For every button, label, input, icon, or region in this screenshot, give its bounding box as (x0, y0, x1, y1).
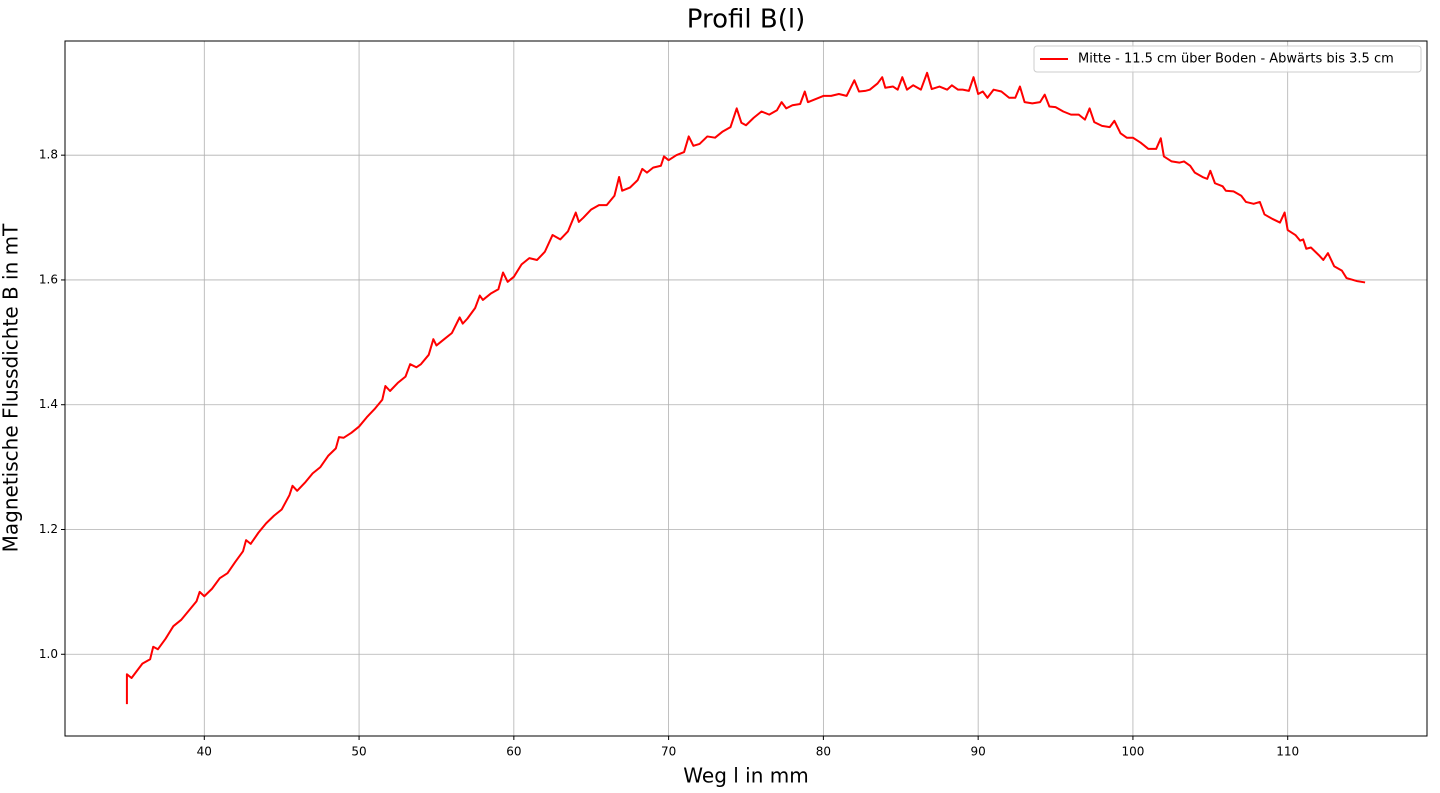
y-tick-label: 1.2 (39, 522, 58, 536)
grid: 40 50 60 70 80 90 100 110 1.0 1.2 1.4 1.6 1.8 (39, 41, 1427, 759)
legend-label: Mitte - 11.5 cm über Boden - Abwärts bis… (1078, 52, 1394, 67)
x-tick-label: 100 (1121, 745, 1144, 759)
x-tick-label: 90 (971, 745, 986, 759)
chart-title: Profil B(l) (687, 5, 805, 35)
axes-frame (64, 40, 1428, 737)
y-tick-label: 1.8 (39, 148, 58, 162)
y-axis-label: Magnetische Flussdichte B in mT (0, 223, 23, 552)
x-tick-label: 40 (197, 745, 212, 759)
y-tick-label: 1.6 (39, 272, 58, 286)
x-axis-label: Weg l in mm (683, 764, 808, 788)
legend: Mitte - 11.5 cm über Boden - Abwärts bis… (1033, 45, 1422, 73)
x-tick-label: 60 (506, 745, 521, 759)
plot-area (125, 71, 1366, 705)
data-line (125, 71, 1366, 705)
x-tick-label: 50 (351, 745, 366, 759)
x-tick-label: 110 (1276, 745, 1299, 759)
y-tick-label: 1.0 (39, 647, 58, 661)
y-tick-label: 1.4 (39, 397, 58, 411)
legend-box (1033, 45, 1422, 73)
x-tick-label: 80 (816, 745, 831, 759)
x-tick-label: 70 (661, 745, 676, 759)
